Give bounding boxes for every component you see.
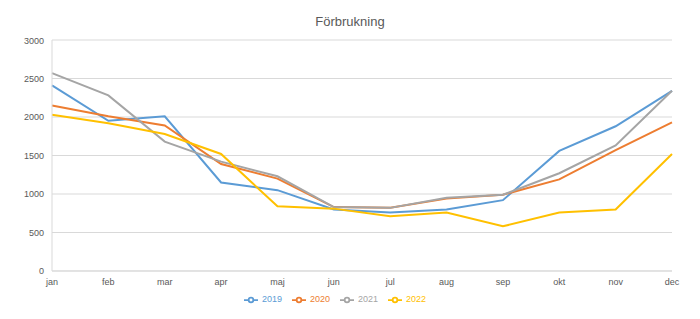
svg-text:aug: aug <box>439 277 454 287</box>
svg-text:feb: feb <box>102 277 115 287</box>
svg-text:1000: 1000 <box>24 189 44 199</box>
svg-text:jun: jun <box>327 277 340 287</box>
svg-text:2500: 2500 <box>24 74 44 84</box>
svg-text:jan: jan <box>45 277 58 287</box>
svg-text:jul: jul <box>385 277 395 287</box>
svg-text:2000: 2000 <box>24 112 44 122</box>
html-text:2020: 2020 <box>310 294 330 305</box>
svg-text:500: 500 <box>29 228 44 238</box>
html-text:2019: 2019 <box>261 294 282 305</box>
svg-text:okt: okt <box>553 277 566 287</box>
svg-text:dec: dec <box>665 277 680 287</box>
svg-text:nov: nov <box>608 277 623 287</box>
svg-text:3000: 3000 <box>24 36 44 46</box>
html-text:2022: 2022 <box>406 294 427 305</box>
svg-text:sep: sep <box>496 277 511 287</box>
html-text:Förbrukning: Förbrukning <box>315 14 385 29</box>
html-text:2021: 2021 <box>358 294 378 305</box>
svg-text:0: 0 <box>39 266 44 276</box>
svg-text:mar: mar <box>157 277 173 287</box>
svg-text:maj: maj <box>270 277 285 287</box>
svg-text:1500: 1500 <box>24 151 44 161</box>
svg-text:apr: apr <box>215 277 228 287</box>
